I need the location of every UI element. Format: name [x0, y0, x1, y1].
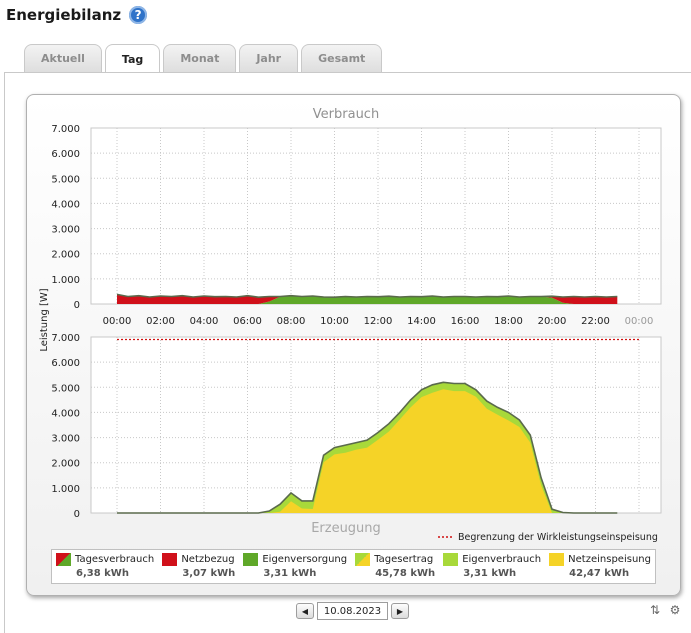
legend-item-tagesertrag: Tagesertrag 45,78 kWh	[351, 550, 439, 583]
series-tagesverbrauch-line	[116, 293, 618, 299]
y-tick-label: 1.000	[51, 484, 80, 495]
series-tagesertrag-line	[117, 381, 618, 514]
tab-jahr[interactable]: Jahr	[239, 44, 299, 72]
legend-item-eigenverbrauch: Eigenverbrauch 3,31 kWh	[439, 550, 545, 583]
netzbezug-swatch	[162, 553, 178, 566]
help-icon[interactable]: ?	[129, 6, 148, 24]
legend-label: Netzbezug	[181, 554, 235, 565]
legend-label: Eigenverbrauch	[462, 554, 542, 565]
y-tick-label: 0	[74, 300, 80, 311]
x-tick-label: 04:00	[190, 316, 219, 327]
next-day-button[interactable]: ▶	[391, 603, 409, 619]
page-title: Energiebilanz	[6, 6, 122, 24]
x-tick-label: 02:00	[146, 316, 175, 327]
series-netzeinspeisung-area	[117, 389, 618, 513]
x-tick-label: 10:00	[320, 316, 349, 327]
date-field[interactable]: 10.08.2023	[317, 602, 388, 620]
y-tick-label: 5.000	[51, 383, 80, 394]
series-eigenversorgung-area	[117, 295, 618, 304]
x-tick-label: 22:00	[581, 316, 610, 327]
production-title: Erzeugung	[311, 521, 381, 536]
y-tick-label: 3.000	[51, 225, 80, 236]
consumption-chart: 7.000 6.000 5.000 4.000 3.000 2.000 1.000 0 Ver…	[51, 107, 662, 311]
eigenversorgung-swatch	[243, 553, 259, 566]
x-tick-label: 06:00	[233, 316, 262, 327]
date-navigation: ◀ 10.08.2023 ▶	[296, 602, 409, 620]
tab-gesamt[interactable]: Gesamt	[301, 44, 383, 72]
legend-label: Tagesverbrauch	[75, 554, 155, 565]
y-tick-label: 7.000	[51, 333, 80, 344]
x-tick-label: 00:00	[103, 316, 132, 327]
page-header: Energiebilanz ?	[6, 4, 148, 26]
y-tick-label: 3.000	[51, 434, 80, 445]
settings-icon[interactable]: ⚙	[669, 603, 681, 617]
y-tick-label: 4.000	[51, 199, 80, 210]
netzeinspeisung-swatch	[549, 553, 565, 566]
legend: Tagesverbrauch 6,38 kWh Netzbezug 3,07 k…	[51, 549, 656, 584]
legend-item-tagesverbrauch: Tagesverbrauch 6,38 kWh	[52, 550, 158, 583]
legend-item-eigenversorgung: Eigenversorgung 3,31 kWh	[239, 550, 351, 583]
x-tick-label: 12:00	[364, 316, 393, 327]
production-chart: 7.000 6.000 5.000 4.000 3.000 2.000 1.000 0 Erz…	[51, 333, 662, 543]
y-tick-label: 4.000	[51, 408, 80, 419]
legend-value: 42,47 kWh	[569, 568, 630, 579]
tab-tag[interactable]: Tag	[104, 44, 161, 73]
time-axis: 00:00 02:00 04:00 06:00 08:00 10:00 12:00 14:00…	[103, 316, 654, 327]
tab-aktuell[interactable]: Aktuell	[24, 44, 102, 72]
consumption-title: Verbrauch	[313, 107, 379, 122]
legend-value: 45,78 kWh	[375, 568, 436, 579]
prev-day-button[interactable]: ◀	[296, 603, 314, 619]
y-tick-label: 6.000	[51, 149, 80, 160]
legend-item-netzbezug: Netzbezug 3,07 kWh	[158, 550, 239, 583]
tab-monat[interactable]: Monat	[163, 44, 237, 72]
legend-value: 6,38 kWh	[76, 568, 129, 579]
x-tick-label: 14:00	[407, 316, 436, 327]
tab-divider	[4, 72, 691, 73]
x-tick-label: 20:00	[538, 316, 567, 327]
legend-label: Netzeinspeisung	[568, 554, 651, 565]
tab-bar: Aktuell Tag Monat Jahr Gesamt	[24, 44, 383, 73]
tab-panel	[4, 72, 691, 633]
y-tick-label: 1.000	[51, 275, 80, 286]
y-tick-label: 7.000	[51, 124, 80, 135]
y-tick-label: 0	[74, 509, 80, 520]
x-tick-label: 16:00	[451, 316, 480, 327]
y-tick-label: 5.000	[51, 174, 80, 185]
y-tick-label: 6.000	[51, 358, 80, 369]
sort-icon[interactable]: ⇅	[649, 603, 661, 617]
tagesverbrauch-swatch	[56, 553, 71, 566]
limit-legend-label: Begrenzung der Wirkleistungseinspeisung	[458, 532, 658, 543]
legend-label: Tagesertrag	[374, 554, 434, 565]
y-axis-label: Leistung [W]	[39, 288, 50, 351]
legend-label: Eigenversorgung	[262, 554, 348, 565]
y-tick-label: 2.000	[51, 459, 80, 470]
y-tick-label: 2.000	[51, 250, 80, 261]
corner-tools: ⇅ ⚙	[646, 601, 684, 619]
x-tick-label: 18:00	[494, 316, 523, 327]
legend-value: 3,07 kWh	[182, 568, 236, 579]
x-tick-label: 08:00	[277, 316, 306, 327]
consumption-plot-area	[90, 127, 662, 305]
arrow-right-icon: ▶	[396, 606, 404, 616]
x-tick-label: 00:00	[625, 316, 654, 327]
legend-value: 3,31 kWh	[263, 568, 317, 579]
legend-item-netzeinspeisung: Netzeinspeisung 42,47 kWh	[545, 550, 655, 583]
eigenverbrauch-swatch	[443, 553, 459, 566]
arrow-left-icon: ◀	[301, 606, 309, 616]
tagesertrag-swatch	[355, 553, 371, 566]
legend-value: 3,31 kWh	[463, 568, 517, 579]
